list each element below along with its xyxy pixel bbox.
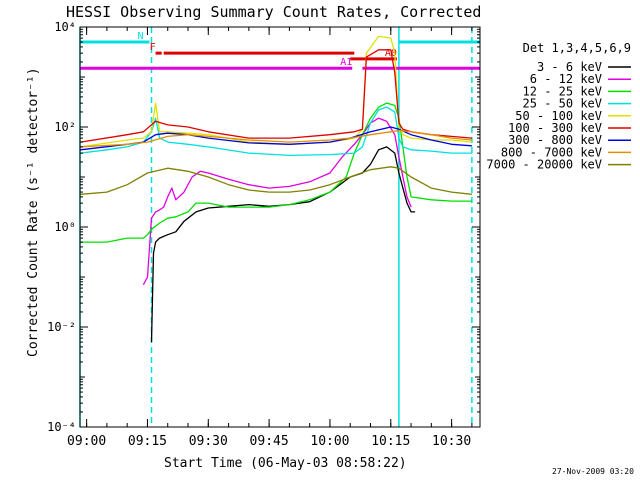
legend-entry-label: 12 - 25 keV — [523, 84, 602, 98]
legend-entry-label: 300 - 800 keV — [508, 133, 602, 147]
series-line — [80, 129, 472, 148]
y-axis-label: Corrected Count Rate (s⁻¹ detector⁻¹) — [26, 67, 41, 357]
series-line — [80, 49, 472, 143]
legend-entry-label: 25 - 50 keV — [523, 97, 602, 111]
legend-entry-label: 7000 - 20000 keV — [486, 158, 602, 172]
series-lines — [80, 35, 472, 343]
footer-timestamp: 27-Nov-2009 03:20 — [552, 467, 634, 476]
legend-entry-label: 6 - 12 keV — [530, 72, 602, 86]
x-axis-label: Start Time (06-May-03 08:58:22) — [164, 456, 407, 471]
plot-frame — [79, 26, 481, 428]
legend-entry-label: 100 - 300 keV — [508, 121, 602, 135]
y-tick-label: 10⁰ — [54, 220, 76, 234]
legend-entry-label: 800 - 7000 keV — [501, 145, 602, 159]
y-tick-label: 10⁻⁴ — [47, 420, 76, 434]
series-line — [80, 106, 472, 157]
flag-label: A1 — [340, 57, 352, 68]
series-line — [80, 126, 472, 151]
x-tick-label: 09:30 — [189, 434, 228, 449]
y-tick-label: 10⁴ — [54, 20, 76, 34]
series-line — [142, 117, 412, 286]
legend-title: Det 1,3,4,5,6,9 — [523, 41, 631, 55]
flag-label: F — [150, 42, 156, 53]
chart-title: HESSI Observing Summary Count Rates, Cor… — [66, 3, 481, 21]
x-tick-label: 10:00 — [310, 434, 349, 449]
legend-entry-label: 50 - 100 keV — [515, 109, 602, 123]
x-tick-label: 09:15 — [128, 434, 167, 449]
flag-label: N — [137, 31, 143, 42]
axes: 10⁻⁴ 10⁻² 10⁰ 10² 10⁴ 09:00 09:15 09:30 09:45 10:… — [47, 20, 481, 449]
series-line — [150, 146, 416, 343]
series-line — [80, 102, 472, 243]
y-tick-label: 10² — [54, 120, 76, 134]
x-tick-label: 09:45 — [250, 434, 289, 449]
plot-area — [79, 27, 473, 427]
x-tick-label: 09:00 — [67, 434, 106, 449]
x-tick-label: 10:30 — [432, 434, 471, 449]
x-tick-label: 10:15 — [371, 434, 410, 449]
legend-entry-label: 3 - 6 keV — [537, 60, 602, 74]
series-line — [80, 166, 472, 195]
y-tick-label: 10⁻² — [47, 320, 76, 334]
